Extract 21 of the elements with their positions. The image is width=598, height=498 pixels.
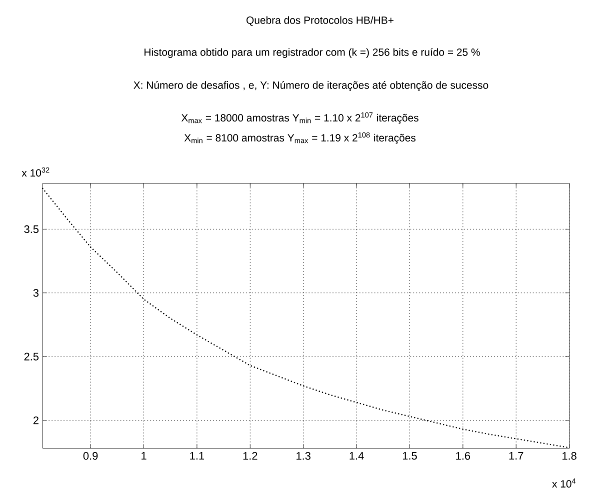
text: X: Número de desafios , e, Y: Número de iterações até obtenção de sucesso — [134, 81, 488, 91]
x-tick-label: 1.5 — [402, 452, 417, 460]
y-tick-label: 3.5 — [24, 225, 39, 234]
y-tick-label: 2 — [33, 416, 38, 424]
x-tick-label: 1 — [142, 452, 146, 460]
x-tick-label: 1.6 — [456, 452, 470, 460]
text: X$_{max}$ = 18000 amostras Y$_{min}$ = 1.10 x 2$^{107}$ iterações — [181, 112, 418, 124]
x-tick-label: 1.3 — [296, 452, 310, 460]
chart-subtitle: Histograma obtido para um registrador com (k =) 256 bits e ruído = 25 % — [144, 48, 480, 58]
text: X$_{min}$ = 8100 amostras Y$_{max}$ = 1.19 x 2$^{108}$ iterações — [184, 132, 416, 144]
y-tick-label: 2.5 — [24, 352, 39, 360]
x-tick-label: 1.1 — [190, 452, 204, 460]
text: x 10$^{4}$ — [552, 478, 576, 488]
x-tick-label: 1.7 — [509, 452, 524, 460]
y-tick-label: 3 — [33, 289, 39, 297]
chart-title: Quebra dos Protocolos HB/HB+ — [246, 16, 394, 26]
text: x 10$^{32}$ — [22, 167, 50, 177]
x-tick-label: 0.9 — [83, 452, 98, 460]
x-tick-label: 1.2 — [243, 452, 258, 460]
x-tick-label: 1.8 — [562, 452, 576, 460]
x-tick-label: 1.4 — [350, 452, 364, 460]
